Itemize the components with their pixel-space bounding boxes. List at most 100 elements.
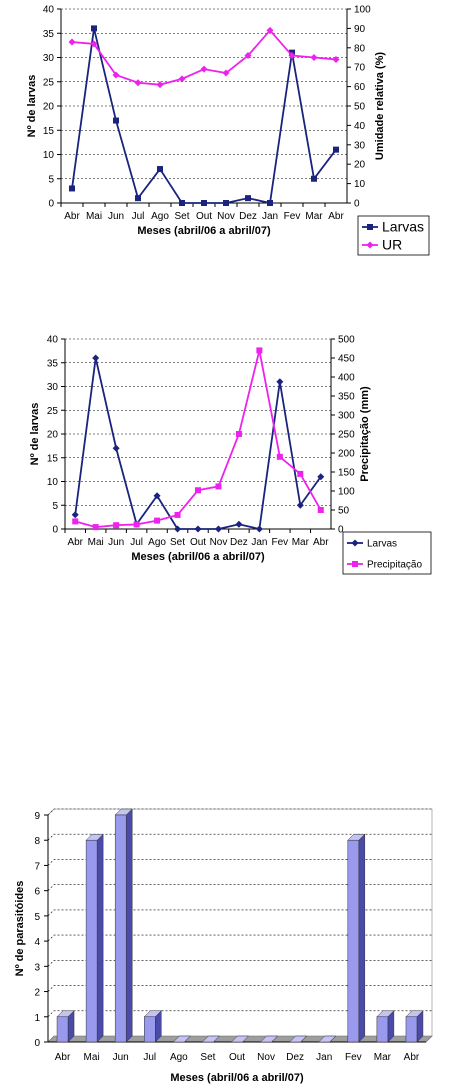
data-point (112, 444, 120, 452)
x-tick-label: Fev (284, 211, 301, 222)
y-tick-label: 35 (43, 29, 55, 40)
x-tick-label: Fev (272, 537, 289, 548)
bar (347, 839, 360, 1043)
y-tick-label: 8 (34, 836, 40, 847)
x-tick-label: Set (170, 537, 185, 548)
x-tick-label: Jan (262, 211, 278, 222)
x-tick-label: Jun (108, 211, 124, 222)
legend-label: Larvas (382, 219, 424, 235)
data-point (90, 40, 98, 48)
y-tick-label: 0 (52, 525, 58, 536)
y-tick-label: 0 (48, 199, 54, 210)
x-axis-title: Meses (abril/06 a abril/07) (137, 225, 271, 237)
data-point (311, 175, 317, 182)
y-tick-label: 5 (34, 912, 40, 923)
data-point (154, 517, 161, 524)
x-tick-label: Jan (316, 1052, 332, 1063)
data-point (179, 200, 185, 206)
x-tick-label: Abr (404, 1052, 420, 1063)
y2-tick-label: 70 (354, 63, 366, 74)
data-point (112, 71, 120, 79)
x-tick-label: Nov (210, 537, 228, 548)
bar (56, 1016, 69, 1043)
y2-tick-label: 0 (354, 199, 360, 210)
gridline (47, 960, 432, 967)
x-tick-label: Jun (108, 537, 124, 548)
data-point (92, 354, 100, 362)
y-tick-label: 30 (43, 53, 55, 64)
data-point (69, 185, 75, 192)
y-tick-label: 25 (43, 77, 55, 88)
data-point (156, 81, 164, 89)
y-tick-label: 6 (34, 887, 40, 898)
data-point (195, 487, 201, 494)
x-tick-label: Abr (67, 537, 83, 548)
legend-marker (367, 224, 373, 230)
data-point (153, 492, 161, 500)
y-tick-label: 10 (43, 150, 55, 161)
y2-tick-label: 100 (354, 5, 371, 16)
y-axis-title: Nº de larvas (29, 403, 41, 466)
line-chart-1: 0 5 10 15 20 25 30 35 40 0 10 20 30 40 50 60 70 80 90 100 Ab… (26, 5, 430, 256)
y2-tick-label: 20 (354, 160, 366, 171)
data-point (133, 521, 140, 528)
y2-tick-label: 50 (338, 506, 350, 517)
data-point (174, 511, 181, 518)
x-tick-label: Abr (55, 1052, 71, 1063)
x-tick-label: Set (200, 1052, 215, 1063)
data-point (200, 65, 208, 73)
x-tick-label: Mar (305, 211, 323, 222)
data-point (266, 26, 274, 34)
data-point (256, 347, 263, 354)
y2-tick-label: 450 (338, 354, 355, 365)
x-axis-title: Meses (abril/06 a abril/07) (170, 1072, 304, 1084)
legend-box (357, 215, 430, 256)
x-tick-label: Out (196, 211, 212, 222)
y-tick-label: 7 (34, 861, 40, 872)
x-tick-label: Abr (328, 211, 344, 222)
y2-tick-label: 80 (354, 43, 366, 54)
y2-tick-label: 400 (338, 373, 355, 384)
x-tick-label: Jan (251, 537, 267, 548)
y2-tick-label: 30 (354, 140, 366, 151)
y-tick-label: 2 (34, 988, 40, 999)
bar (376, 1016, 389, 1043)
data-point (194, 525, 202, 533)
x-tick-label: Dez (230, 537, 248, 548)
bar-side (96, 833, 104, 1043)
bar (144, 1016, 156, 1043)
x-tick-label: Fev (345, 1052, 362, 1063)
x-tick-label: Mai (88, 537, 104, 548)
data-point (222, 69, 230, 77)
legend-label: Larvas (367, 538, 397, 549)
x-tick-label: Jul (132, 211, 145, 222)
plot-back-wall (47, 808, 433, 1043)
data-point (157, 166, 163, 173)
gridline (47, 1010, 432, 1017)
bar-top (172, 1035, 191, 1043)
y-tick-label: 30 (47, 382, 59, 393)
y-tick-label: 20 (47, 430, 59, 441)
data-point (288, 52, 296, 60)
gridline (47, 985, 432, 992)
y-tick-label: 40 (43, 5, 55, 16)
data-point (223, 200, 229, 206)
x-tick-label: Dez (239, 211, 257, 222)
data-point (92, 524, 99, 531)
y-tick-label: 5 (48, 174, 54, 185)
y2-tick-label: 500 (338, 335, 355, 346)
y-tick-label: 0 (34, 1038, 40, 1049)
data-point (235, 431, 242, 437)
legend-marker (351, 539, 359, 547)
x-tick-label: Ago (148, 537, 166, 548)
bar-side (358, 833, 366, 1043)
data-point (201, 200, 207, 206)
bar-top (201, 1035, 221, 1043)
y-tick-label: 20 (43, 102, 55, 113)
gridline (47, 934, 432, 942)
bar-top (230, 1035, 250, 1043)
y-tick-label: 15 (47, 453, 59, 464)
x-tick-label: Nov (217, 211, 235, 222)
data-point (215, 483, 222, 490)
